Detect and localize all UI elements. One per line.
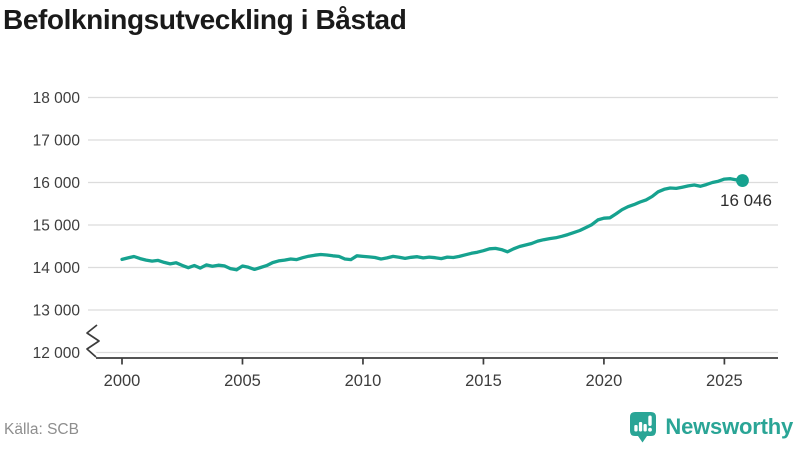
- newsworthy-icon: [630, 412, 657, 443]
- y-tick-label: 16 000: [33, 175, 81, 192]
- x-tick-label: 2010: [345, 372, 382, 390]
- x-tick-label: 2020: [586, 372, 623, 390]
- y-tick-label: 13 000: [33, 303, 81, 320]
- y-tick-label: 18 000: [33, 90, 81, 107]
- newsworthy-brand: Newsworthy: [628, 410, 793, 443]
- exclamation-dot: [648, 427, 653, 432]
- y-tick-label: 17 000: [33, 133, 81, 150]
- y-tick-label: 14 000: [33, 260, 81, 277]
- population-line: [120, 177, 745, 272]
- y-tick-label: 15 000: [33, 218, 81, 235]
- x-tick-label: 2005: [224, 372, 261, 390]
- endpoint-dot: [736, 174, 749, 187]
- source-label: Källa: SCB: [4, 421, 79, 438]
- x-tick-label: 2025: [706, 372, 743, 390]
- exclamation-glyph: [648, 415, 653, 426]
- bar-glyph-2: [639, 422, 643, 432]
- y-tick-label: 12 000: [33, 345, 81, 362]
- x-tick-label: 2000: [104, 372, 141, 390]
- bar-glyph-1: [634, 425, 639, 432]
- axis-break-icon: [86, 324, 100, 358]
- chart-title: Befolkningsutveckling i Båstad: [3, 4, 407, 35]
- newsworthy-wordmark: Newsworthy: [665, 413, 793, 439]
- bar-glyph-3: [643, 424, 648, 432]
- endpoint-value-label: 16 046: [720, 191, 772, 210]
- x-tick-label: 2015: [465, 372, 502, 390]
